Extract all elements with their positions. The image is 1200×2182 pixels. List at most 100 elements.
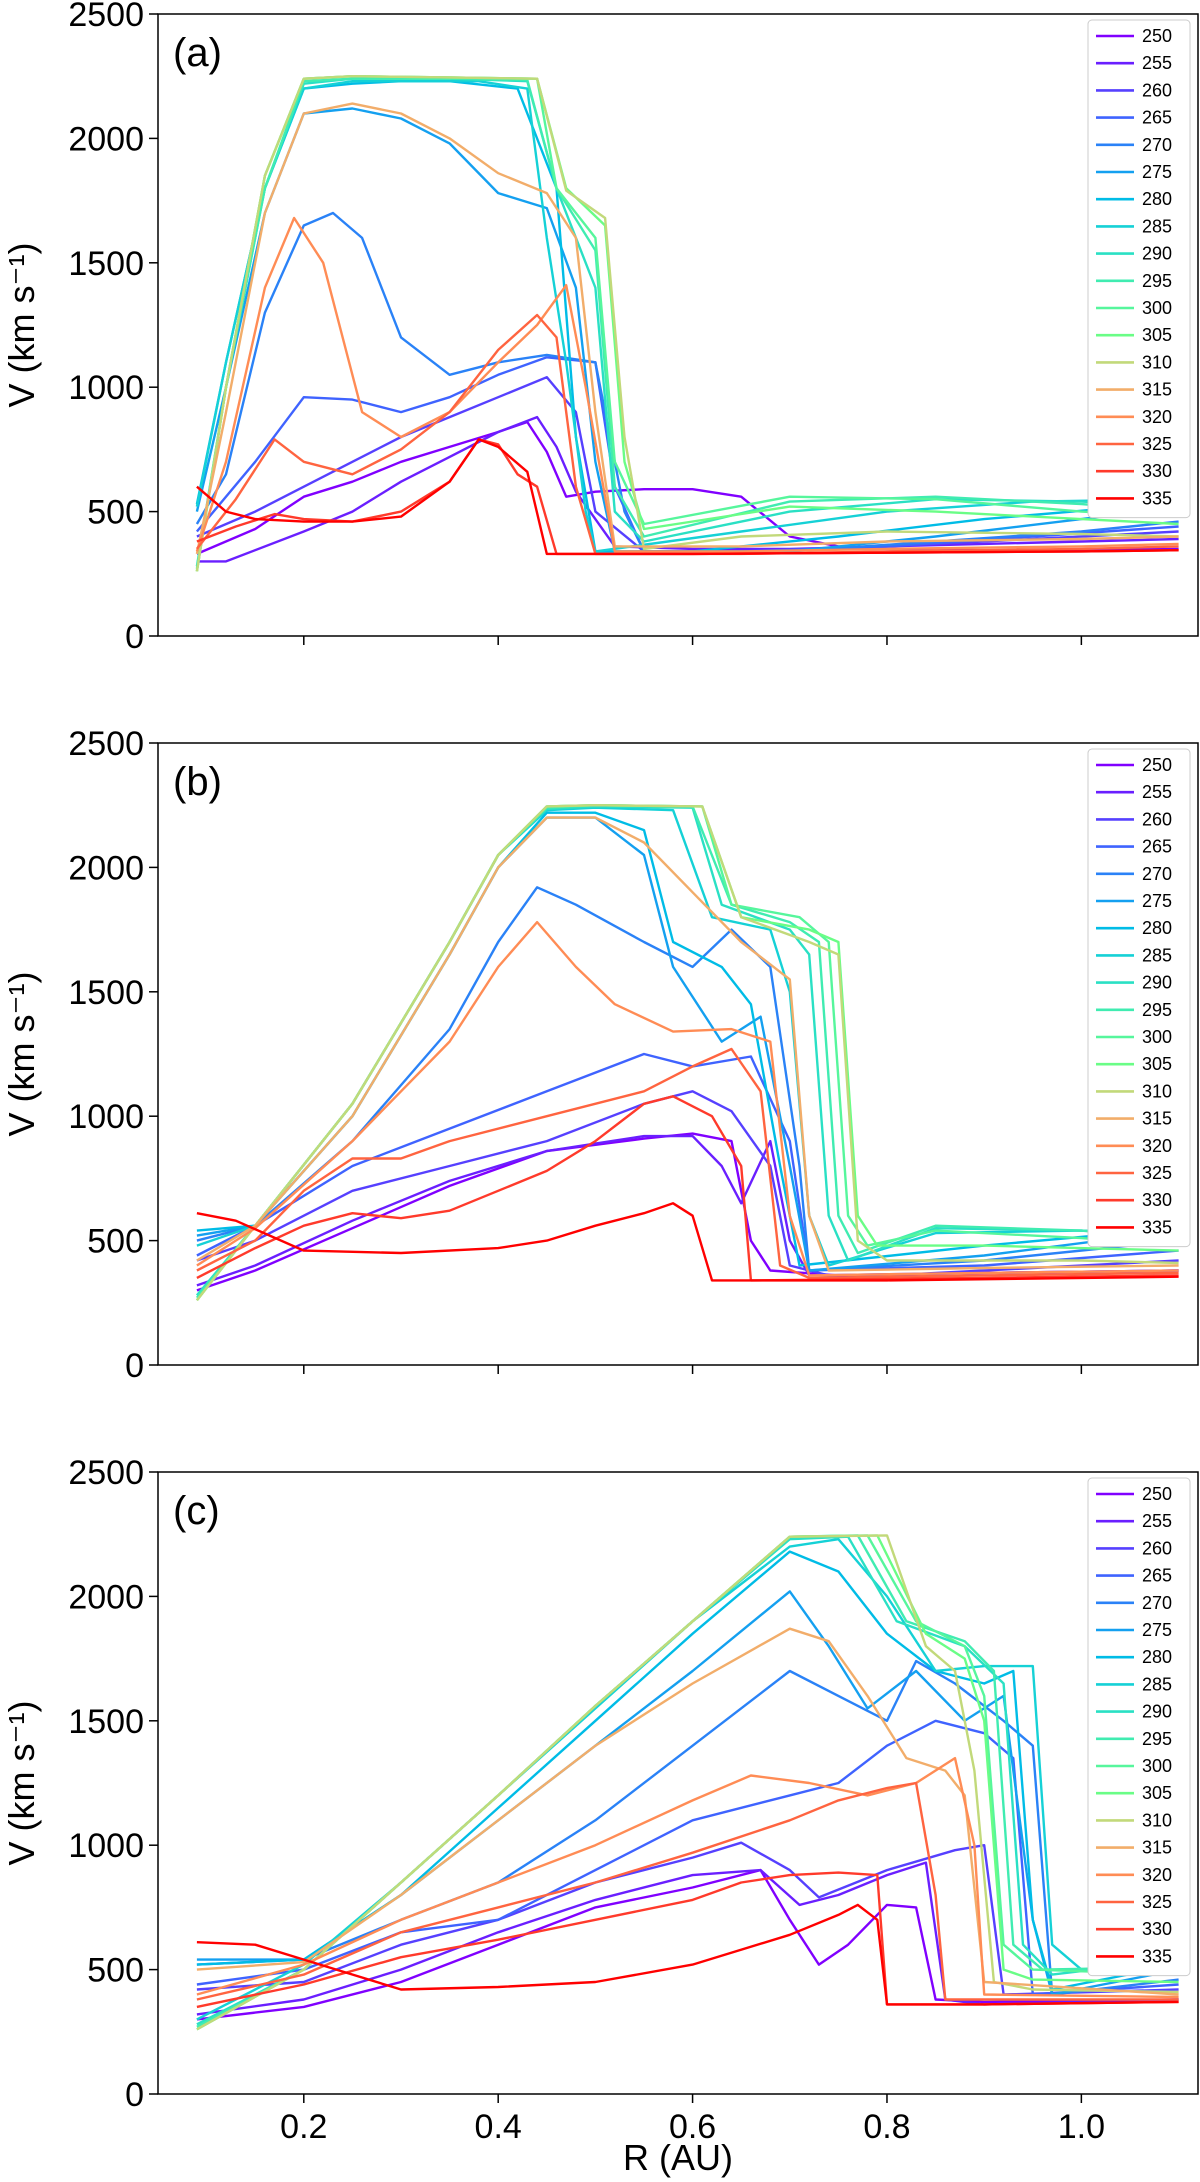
series-line-285: [195, 80, 1179, 553]
y-tick-label: 1500: [68, 245, 144, 283]
series-line-300: [195, 804, 1179, 1302]
legend-entry-250: 250: [1142, 26, 1172, 46]
series-line-320: [196, 1756, 1179, 1999]
legend-entry-285: 285: [1142, 216, 1172, 236]
series-line-270: [196, 1659, 1179, 1996]
legend-entry-290: 290: [1142, 1702, 1172, 1722]
legend-entry-280: 280: [1142, 189, 1172, 209]
series-line-310: [195, 804, 1179, 1302]
legend-entry-300: 300: [1142, 298, 1172, 318]
legend-entry-260: 260: [1142, 809, 1172, 829]
y-tick-label: 500: [87, 1952, 144, 1990]
legend-entry-335: 335: [1142, 1217, 1172, 1237]
legend-entry-330: 330: [1142, 1190, 1172, 1210]
y-tick-label: 1000: [68, 1098, 144, 1136]
series-line-335: [196, 438, 1179, 556]
series-line-290: [195, 77, 1179, 567]
series-line-335: [196, 1202, 1179, 1282]
legend-entry-290: 290: [1142, 973, 1172, 993]
legend-entry-320: 320: [1142, 407, 1172, 427]
series-line-310: [195, 75, 1179, 572]
panel-c-axes-frame: [157, 1471, 1199, 2095]
y-tick-label: 2500: [68, 0, 144, 34]
y-tick-label: 2500: [68, 725, 144, 763]
legend-entry-320: 320: [1142, 1865, 1172, 1885]
series-line-305: [195, 804, 1179, 1302]
panel-b-axes-frame: [157, 742, 1199, 1366]
legend-entry-285: 285: [1142, 1674, 1172, 1694]
y-tick-label: 1000: [68, 1827, 144, 1865]
series-line-325: [196, 1781, 1179, 2001]
panel-a-series: [195, 75, 1179, 572]
series-line-315: [195, 102, 1179, 555]
y-tick-label: 500: [87, 1223, 144, 1261]
series-line-325: [195, 313, 1179, 556]
legend-entry-290: 290: [1142, 244, 1172, 264]
series-line-270: [196, 886, 1179, 1272]
series-line-320: [196, 920, 1179, 1277]
legend-entry-295: 295: [1142, 1729, 1172, 1749]
legend-entry-260: 260: [1142, 80, 1172, 100]
panel-label: (b): [173, 760, 222, 804]
legend-entry-305: 305: [1142, 1783, 1172, 1803]
panel-a-axes-frame: [157, 13, 1199, 637]
panel-a-legend: 250 255 260 265 270 275 280 285 290 295 300 305 310 3…: [1087, 19, 1191, 519]
legend-entry-305: 305: [1142, 325, 1172, 345]
legend-entry-255: 255: [1142, 53, 1172, 73]
panel-c: 0.2 0.4 0.6 0.8 1.0 0 500 1000 1500 2000 2500 V (km…: [1, 1454, 1199, 2178]
y-tick-label: 2500: [68, 1454, 144, 1492]
legend-entry-310: 310: [1142, 1081, 1172, 1101]
y-tick-label: 0: [125, 2076, 144, 2114]
x-tick-label: 0.8: [863, 2108, 910, 2146]
series-line-265: [196, 1052, 1179, 1272]
y-axis-label: V (km s⁻¹): [1, 243, 42, 408]
series-line-255: [196, 1861, 1179, 2016]
legend-entry-330: 330: [1142, 461, 1172, 481]
series-line-280: [196, 811, 1179, 1267]
panel-c-legend: 250 255 260 265 270 275 280 285 290 295 300 305 310 3…: [1087, 1477, 1191, 1977]
x-tick-label: 1.0: [1058, 2108, 1105, 2146]
series-line-250: [196, 1868, 1179, 2021]
legend-entry-255: 255: [1142, 782, 1172, 802]
legend-entry-270: 270: [1142, 135, 1172, 155]
legend-entry-295: 295: [1142, 1000, 1172, 1020]
y-tick-label: 2000: [68, 849, 144, 887]
x-tick-label: 0.6: [669, 2108, 716, 2146]
series-line-275: [196, 816, 1179, 1272]
legend-entry-315: 315: [1142, 380, 1172, 400]
y-tick-label: 2000: [68, 1578, 144, 1616]
x-axis-label: R (AU): [623, 2137, 733, 2178]
legend-entry-275: 275: [1142, 162, 1172, 182]
series-line-280: [196, 1550, 1179, 1991]
series-line-325: [196, 1047, 1179, 1280]
legend-entry-315: 315: [1142, 1838, 1172, 1858]
panel-b-series: [195, 804, 1179, 1302]
y-tick-label: 1500: [68, 1703, 144, 1741]
panel-c-series: [196, 1534, 1179, 2031]
legend-entry-265: 265: [1142, 1566, 1172, 1586]
legend-entry-265: 265: [1142, 837, 1172, 857]
series-line-295: [195, 77, 1179, 569]
legend-entry-255: 255: [1142, 1511, 1172, 1531]
legend-entry-310: 310: [1142, 352, 1172, 372]
legend-entry-260: 260: [1142, 1538, 1172, 1558]
y-axis-label: V (km s⁻¹): [1, 1701, 42, 1866]
legend-entry-280: 280: [1142, 1647, 1172, 1667]
series-line-260: [196, 1841, 1179, 1996]
series-line-305: [195, 75, 1179, 572]
legend-entry-300: 300: [1142, 1756, 1172, 1776]
y-tick-label: 1500: [68, 974, 144, 1012]
legend-entry-310: 310: [1142, 1810, 1172, 1830]
panel-b-legend: 250 255 260 265 270 275 280 285 290 295 300 305 310 3…: [1087, 748, 1191, 1248]
panel-label: (c): [173, 1489, 220, 1533]
series-line-315: [196, 1627, 1179, 1996]
legend-entry-330: 330: [1142, 1919, 1172, 1939]
series-line-335: [196, 1903, 1179, 2006]
legend-entry-325: 325: [1142, 1163, 1172, 1183]
x-tick-label: 0.2: [280, 2108, 327, 2146]
legend-entry-270: 270: [1142, 1593, 1172, 1613]
series-line-300: [195, 75, 1179, 572]
